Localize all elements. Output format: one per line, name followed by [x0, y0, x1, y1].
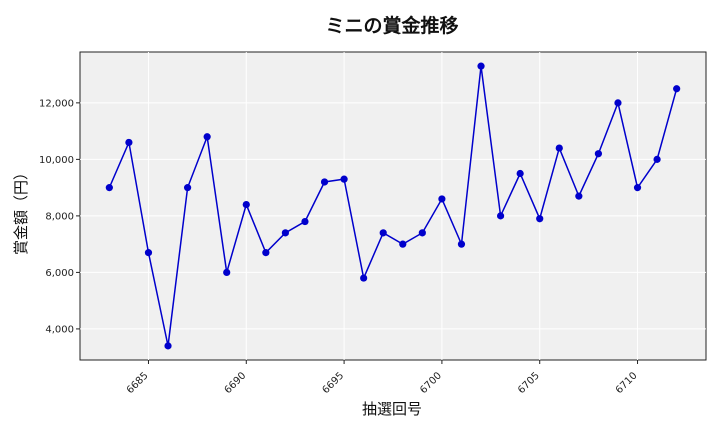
x-tick-label: 6685 [125, 370, 151, 396]
data-point [281, 229, 290, 237]
y-tick-label: 8,000 [45, 211, 74, 222]
x-tick-label: 6705 [516, 370, 542, 396]
data-point [125, 138, 133, 147]
data-point [418, 229, 426, 237]
data-point [653, 155, 661, 163]
data-point [516, 169, 524, 178]
data-point [575, 192, 583, 200]
data-point [242, 200, 250, 209]
data-point [320, 178, 329, 186]
y-tick-label: 6,000 [45, 268, 74, 279]
data-point [614, 99, 622, 107]
data-point [399, 240, 407, 248]
x-tick-label: 6700 [418, 370, 444, 396]
data-point [105, 184, 113, 192]
data-point [477, 62, 485, 70]
data-point [360, 274, 368, 282]
x-axis-ticks: 6685 6690 6695 6700 6705 6710 [125, 360, 640, 396]
plot-area [79, 51, 707, 361]
data-point [183, 184, 192, 192]
y-tick-label: 10,000 [39, 155, 74, 166]
series-line [108, 66, 678, 347]
data-point [203, 133, 211, 141]
data-point [340, 175, 348, 183]
chart-title: ミニの賞金推移 [325, 14, 458, 37]
data-point [262, 249, 270, 257]
x-tick-label: 6710 [614, 370, 640, 396]
y-tick-label: 12,000 [39, 98, 74, 109]
data-point [438, 195, 446, 203]
data-point [536, 215, 544, 223]
data-point [223, 268, 231, 277]
data-point [594, 150, 603, 158]
data-point [164, 342, 172, 350]
data-point [633, 184, 642, 192]
y-axis-ticks: 4,000 6,000 8,000 10,000 12,000 [39, 98, 80, 335]
data-point [457, 240, 466, 248]
data-point [144, 249, 153, 257]
grid-lines [80, 52, 706, 360]
data-point [496, 212, 505, 220]
data-point [379, 229, 387, 237]
x-tick-label: 6690 [223, 370, 249, 396]
data-point [555, 144, 563, 152]
x-axis-label: 抽選回号 [362, 400, 422, 418]
y-axis-label: 賞金額（円） [12, 165, 30, 255]
data-point [673, 85, 681, 93]
x-tick-label: 6695 [320, 370, 346, 396]
y-tick-label: 4,000 [45, 324, 74, 335]
data-point [301, 217, 309, 226]
series-group [105, 62, 681, 350]
